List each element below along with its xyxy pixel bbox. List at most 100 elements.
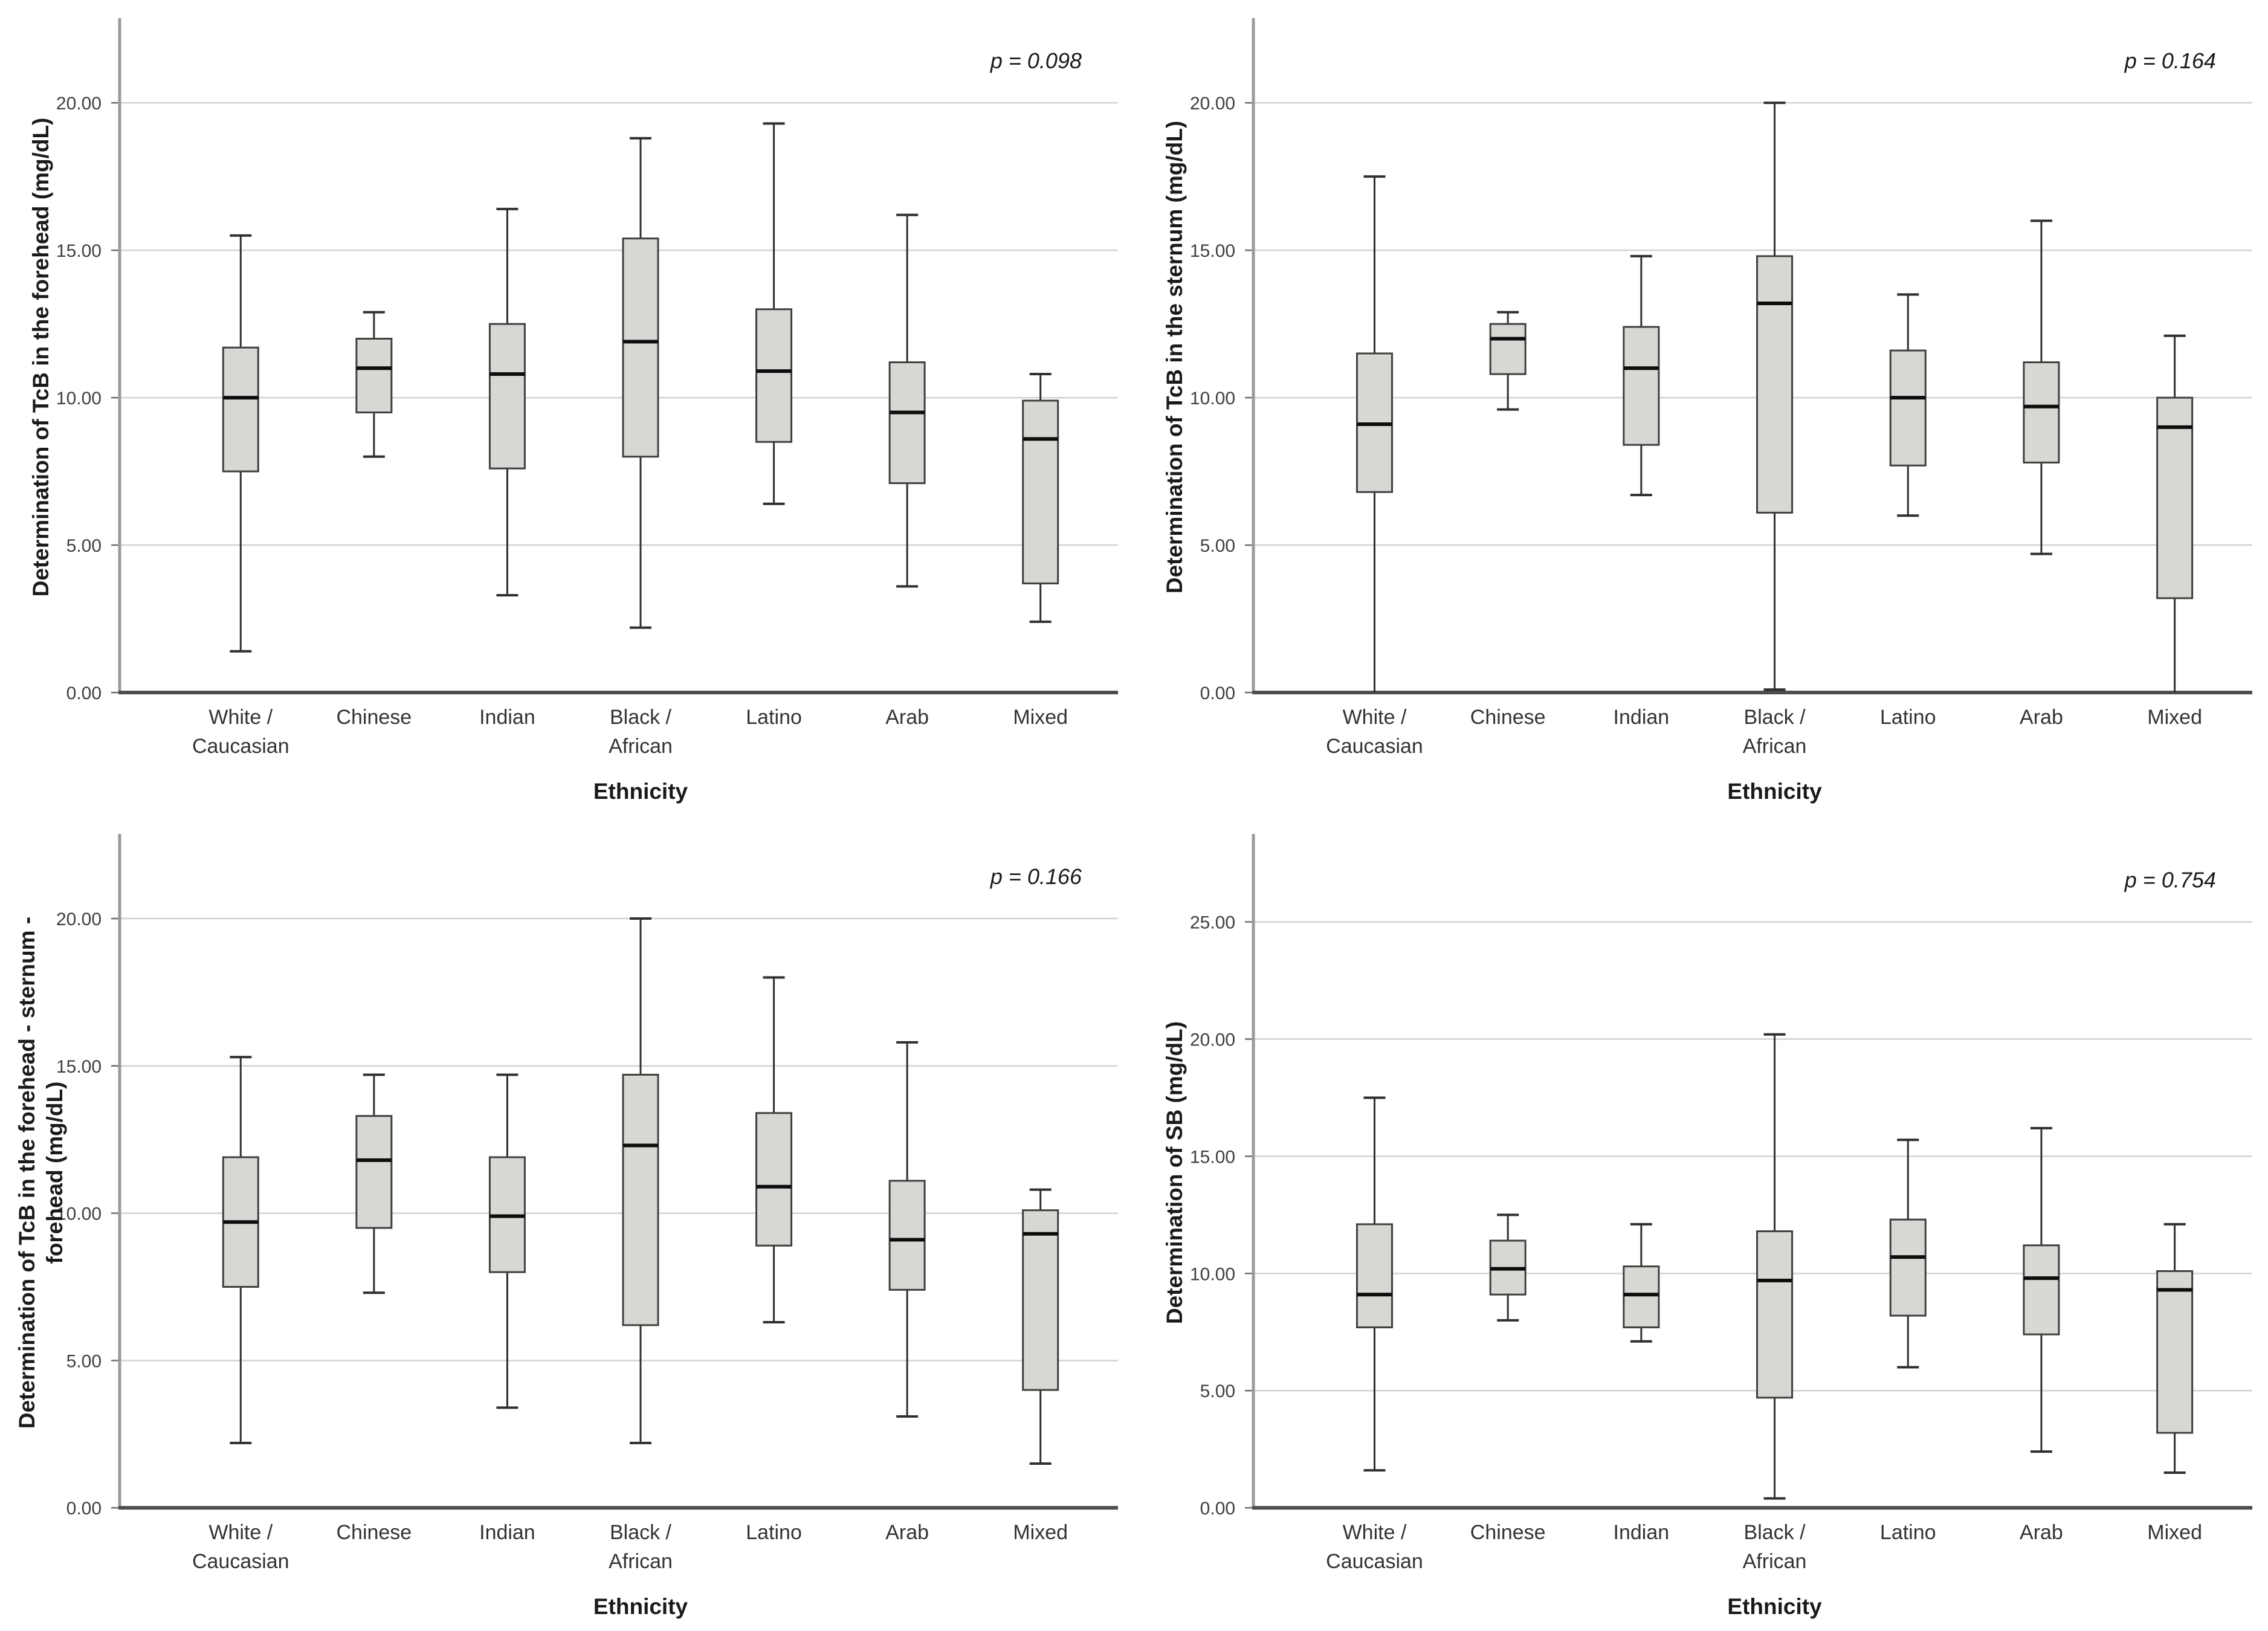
x-tick-label: African [1743, 735, 1807, 758]
y-axis-title: Determination of SB (mg/dL) [1162, 1021, 1187, 1324]
y-axis-title: Determination of TcB in the forehead - s… [15, 917, 39, 1429]
iqr-box [1889, 1218, 1927, 1317]
y-tick-label: 10.00 [56, 389, 102, 409]
x-tick-label: Caucasian [1326, 1550, 1423, 1573]
iqr-box [488, 323, 526, 470]
x-tick-label: Arab [2020, 1521, 2063, 1544]
box-sb-0 [1355, 1096, 1394, 1472]
box-sb-2 [1623, 1222, 1660, 1343]
x-axis-category-labels: White / Caucasian Chinese Indian Black / Afri… [192, 1521, 1068, 1573]
x-tick-label: Chinese [336, 706, 412, 729]
x-axis-title: Ethnicity [593, 779, 688, 804]
iqr-box [1623, 1265, 1660, 1329]
y-tick-label: 5.00 [1200, 536, 1235, 556]
iqr-box [1889, 349, 1927, 467]
x-tick-label: Indian [1614, 706, 1670, 729]
x-tick-label: Latino [1880, 1521, 1936, 1544]
iqr-box [622, 1073, 659, 1326]
iqr-box [2156, 1270, 2194, 1434]
x-tick-label: Latino [746, 706, 802, 729]
iqr-box [888, 361, 926, 485]
x-tick-label: Arab [2020, 706, 2063, 729]
iqr-box [1489, 323, 1527, 375]
box-tcb-sternum-2 [1623, 254, 1660, 497]
x-tick-label: African [1743, 1550, 1807, 1573]
box-tcb-forehead-4 [755, 122, 793, 505]
x-tick-label: Black / [1744, 706, 1806, 729]
box-tcb-forehead-sternum-forehead-4 [755, 976, 793, 1323]
y-axis: 0.00 5.00 10.00 15.00 20.00 [56, 909, 1118, 1519]
iqr-box [755, 308, 793, 443]
x-tick-label: Chinese [337, 1521, 412, 1544]
iqr-box [755, 1112, 793, 1247]
iqr-box [1756, 1230, 1794, 1399]
iqr-box [222, 346, 259, 473]
y-tick-label: 20.00 [1190, 1030, 1235, 1050]
y-tick-label: 5.00 [66, 1351, 102, 1371]
box-tcb-forehead-6 [1022, 373, 1059, 623]
iqr-box [1022, 1209, 1059, 1391]
box-tcb-forehead-sternum-forehead-1 [355, 1073, 393, 1294]
box-tcb-sternum-0 [1355, 175, 1394, 693]
box-tcb-forehead-sternum-forehead-5 [888, 1041, 926, 1418]
x-tick-label: Chinese [1470, 706, 1546, 729]
iqr-box [1022, 399, 1059, 584]
x-tick-label: African [609, 735, 673, 758]
y-tick-label: 0.00 [1200, 1499, 1235, 1519]
x-tick-label: Indian [1614, 1521, 1670, 1544]
iqr-box [1756, 255, 1794, 514]
x-tick-label: White / [1343, 706, 1407, 729]
y-tick-label: 20.00 [56, 94, 102, 114]
y-tick-label: 25.00 [1190, 913, 1235, 933]
iqr-box [888, 1180, 926, 1291]
box-tcb-forehead-sternum-forehead-0 [222, 1056, 259, 1444]
p-value-label: p = 0.166 [990, 864, 1082, 889]
x-axis-title: Ethnicity [1727, 779, 1822, 804]
y-tick-label: 15.00 [56, 1057, 102, 1077]
x-tick-label: Arab [885, 706, 929, 729]
boxplot-tcb-forehead: 0.00 5.00 10.00 15.00 20.00 White / Caucasian C… [28, 18, 1118, 804]
x-tick-label: Mixed [2147, 706, 2202, 729]
box-tcb-forehead-0 [222, 234, 259, 653]
panel-tcb-sternum: 0.00 5.00 10.00 15.00 20.00 White / Caucasian C… [1134, 0, 2268, 816]
x-tick-label: Chinese [1470, 1521, 1546, 1544]
box-tcb-sternum-6 [2156, 334, 2194, 693]
box-sb-3 [1756, 1033, 1794, 1500]
y-tick-label: 0.00 [1200, 683, 1235, 703]
p-value-label: p = 0.164 [2124, 48, 2216, 73]
x-axis-title: Ethnicity [1727, 1594, 1822, 1619]
box-tcb-forehead-sternum-forehead-2 [488, 1073, 526, 1409]
y-tick-label: 5.00 [1200, 1381, 1235, 1401]
x-axis-category-labels: White / Caucasian Chinese Indian Black / Afri… [1326, 1521, 2202, 1573]
x-tick-label: Mixed [1013, 706, 1068, 729]
x-tick-label: African [609, 1550, 673, 1573]
y-tick-label: 15.00 [1190, 241, 1235, 261]
iqr-box [2023, 1244, 2060, 1335]
p-value-label: p = 0.098 [990, 48, 1082, 73]
y-axis-title: forehead (mg/dL) [42, 1082, 67, 1264]
y-axis-title: Determination of TcB in the forehead (mg… [28, 118, 53, 597]
iqr-box [2156, 396, 2194, 599]
y-tick-label: 10.00 [56, 1204, 102, 1224]
x-tick-label: Caucasian [1326, 735, 1423, 758]
box-sb-6 [2156, 1222, 2194, 1474]
box-tcb-sternum-5 [2023, 219, 2060, 555]
x-tick-label: White / [208, 706, 273, 729]
box-sb-4 [1889, 1138, 1927, 1369]
panel-tcb-forehead-sternum-forehead: 0.00 5.00 10.00 15.00 20.00 White / Caucasian C… [0, 816, 1134, 1631]
iqr-box [1355, 1223, 1394, 1329]
box-tcb-forehead-sternum-forehead-3 [622, 917, 659, 1444]
y-tick-label: 10.00 [1190, 1264, 1235, 1284]
box-tcb-forehead-sternum-forehead-6 [1022, 1188, 1059, 1465]
boxplot-tcb-forehead-sternum-forehead: 0.00 5.00 10.00 15.00 20.00 White / Caucasian C… [15, 833, 1118, 1619]
x-tick-label: Mixed [1013, 1521, 1068, 1544]
y-tick-label: 10.00 [1190, 389, 1235, 409]
box-sb-1 [1489, 1213, 1527, 1322]
x-tick-label: Black / [610, 1521, 672, 1544]
x-axis-title: Ethnicity [593, 1594, 688, 1619]
box-tcb-forehead-1 [355, 311, 393, 458]
boxplot-tcb-sternum: 0.00 5.00 10.00 15.00 20.00 White / Caucasian C… [1162, 18, 2252, 804]
panel-tcb-forehead: 0.00 5.00 10.00 15.00 20.00 White / Caucasian C… [0, 0, 1134, 816]
y-axis-title: Determination of TcB in the sternum (mg/… [1162, 121, 1187, 593]
